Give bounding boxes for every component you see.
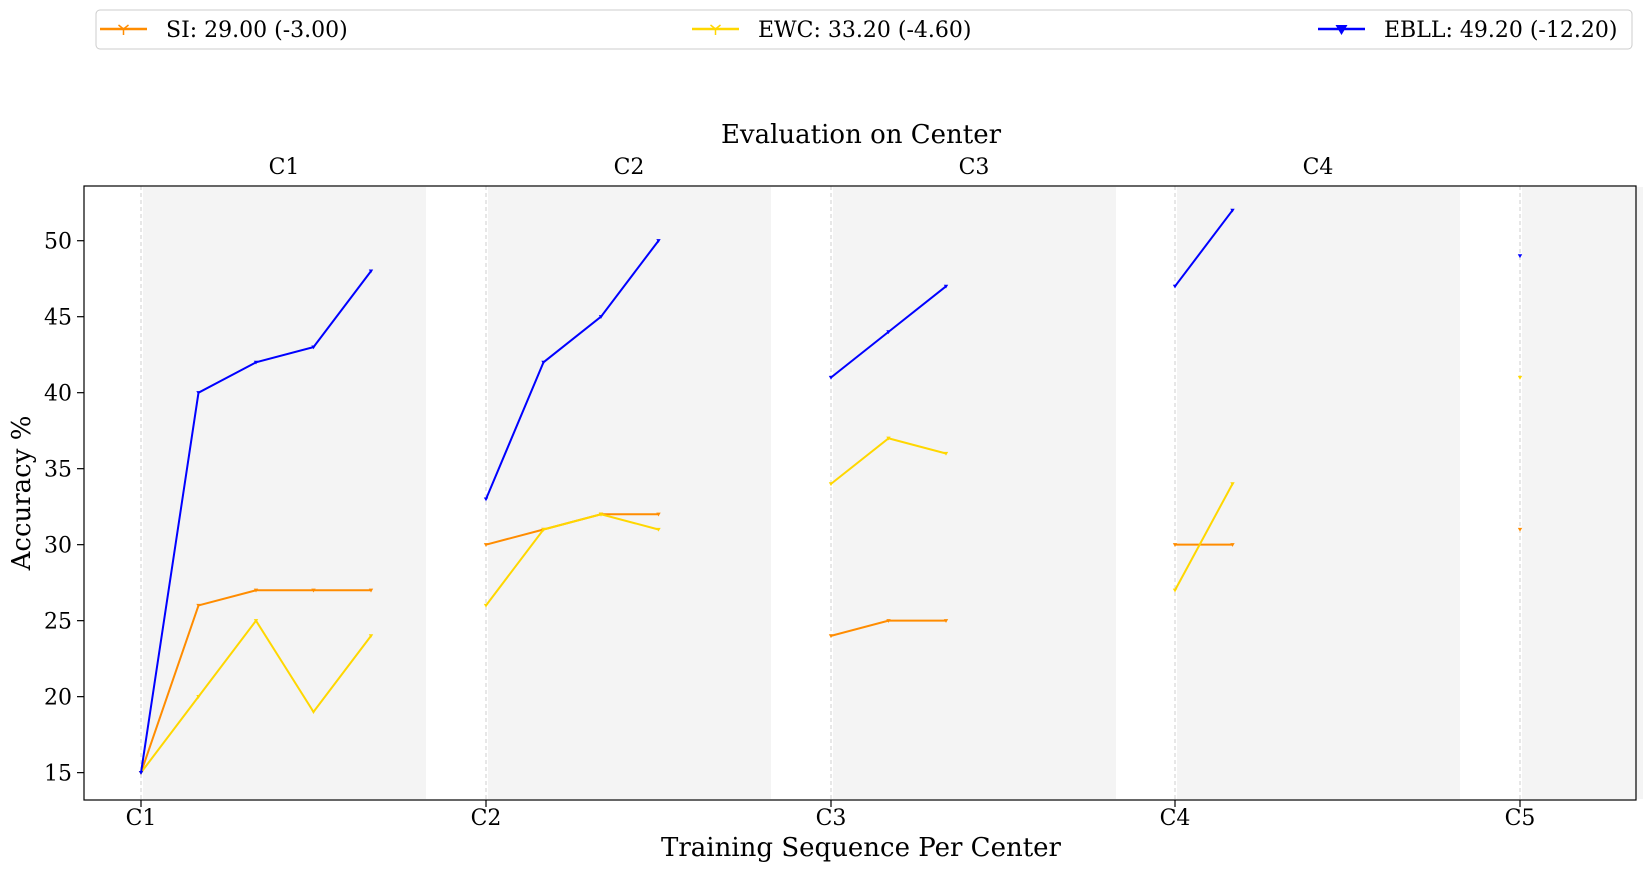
point-EBLL-C4-1 [1172, 284, 1178, 289]
y-axis: 15 20 25 30 35 40 45 50 [44, 230, 84, 787]
xtick-label: C1 [126, 806, 157, 831]
point-EWC-C5-1 [1517, 375, 1523, 380]
point-SI-C3-1 [828, 634, 834, 639]
point-EWC-C3-2 [886, 436, 891, 441]
ytick-label: 35 [44, 458, 72, 483]
point-EWC-C2-1 [483, 603, 489, 608]
xtick-label: C3 [816, 806, 847, 831]
point-EWC-C4-1 [1172, 588, 1178, 593]
xtick-label: C2 [471, 806, 502, 831]
panel-C2 [488, 187, 771, 799]
center-label-C4: C4 [1303, 155, 1334, 180]
point-SI-C1-5 [368, 588, 374, 593]
point-SI-C1-3 [253, 588, 259, 593]
point-SI-C2-4 [656, 512, 661, 517]
point-EBLL-C1-4 [311, 345, 316, 350]
point-EBLL-C1-1 [138, 771, 144, 775]
center-label-C2: C2 [614, 155, 645, 180]
point-SI-C5-1 [1517, 527, 1523, 532]
y-axis-title: Accuracy % [7, 416, 37, 572]
panel-C4 [1177, 187, 1460, 799]
point-SI-C4-2 [1230, 543, 1235, 547]
legend-marker-icon [118, 24, 129, 35]
ytick-label: 40 [44, 382, 72, 407]
point-EBLL-C4-2 [1230, 208, 1235, 213]
point-EBLL-C3-2 [886, 330, 891, 335]
point-EBLL-C3-3 [943, 284, 949, 289]
point-SI-C2-1 [483, 543, 489, 547]
legend: SI: 29.00 (-3.00) EWC: 33.20 (-4.60) EBLL:… [95, 9, 1633, 50]
point-EWC-C4-2 [1230, 482, 1235, 487]
ytick-label: 25 [44, 610, 72, 635]
point-EWC-C1-2 [196, 695, 201, 699]
point-EBLL-C1-3 [253, 360, 259, 365]
ytick-label: 15 [44, 762, 72, 787]
center-panels [143, 187, 1643, 799]
point-EWC-C2-4 [656, 527, 661, 532]
point-SI-C3-3 [943, 619, 949, 623]
point-EWC-C2-2 [541, 527, 546, 532]
ytick-label: 45 [44, 306, 72, 331]
point-EWC-C2-3 [598, 512, 604, 517]
x-axis-title: Training Sequence Per Center [661, 833, 1061, 863]
top-title: Evaluation on Center [721, 120, 1002, 150]
panel-C1 [143, 187, 426, 799]
point-EWC-C1-4 [311, 710, 316, 715]
legend-label: EWC: 33.20 (-4.60) [758, 18, 971, 43]
center-label-C3: C3 [959, 155, 990, 180]
point-EBLL-C2-2 [541, 360, 546, 365]
point-EBLL-C5-1 [1517, 254, 1523, 259]
panel-C3 [833, 187, 1116, 799]
series-line-EBLL-C2 [485, 240, 660, 500]
x-axis: C1 C2 C3 C4 C5 [126, 800, 1536, 831]
ytick-label: 20 [44, 686, 72, 711]
point-EWC-C1-3 [253, 619, 259, 623]
panel-C5 [1522, 187, 1643, 799]
series-EBLL [138, 208, 1523, 775]
center-label-C1: C1 [269, 155, 300, 180]
legend-item-0: SI: 29.00 (-3.00) [100, 18, 348, 43]
series-layer [138, 208, 1523, 775]
point-SI-C4-1 [1172, 543, 1178, 547]
point-SI-C1-2 [196, 603, 201, 608]
point-EBLL-C2-1 [483, 497, 489, 502]
point-EWC-C3-1 [828, 482, 834, 487]
legend-item-2: EBLL: 49.20 (-12.20) [1318, 18, 1617, 43]
point-SI-C3-2 [886, 619, 891, 623]
xtick-label: C5 [1505, 806, 1536, 831]
legend-label: EBLL: 49.20 (-12.20) [1384, 18, 1617, 43]
ytick-label: 50 [44, 230, 72, 255]
series-EWC [138, 375, 1523, 775]
point-EBLL-C2-4 [656, 239, 661, 243]
plot-frame [83, 185, 1637, 801]
legend-label: SI: 29.00 (-3.00) [166, 18, 348, 43]
series-line-EBLL-C4 [1174, 209, 1234, 287]
point-EBLL-C1-2 [196, 391, 201, 395]
point-EBLL-C2-3 [598, 315, 604, 319]
legend-marker-icon [710, 24, 721, 35]
legend-item-1: EWC: 33.20 (-4.60) [692, 18, 971, 43]
point-EWC-C1-5 [368, 634, 374, 639]
point-SI-C1-4 [311, 588, 316, 593]
legend-box [95, 9, 1633, 50]
point-EWC-C3-3 [943, 451, 949, 456]
legend-marker-icon [1335, 25, 1348, 35]
series-line-EWC-C2 [485, 513, 659, 607]
vertical-gridlines [140, 186, 1521, 800]
point-EBLL-C1-5 [368, 269, 374, 274]
ytick-label: 30 [44, 534, 72, 559]
point-EBLL-C3-1 [828, 375, 834, 380]
series-line-EWC-C4 [1174, 483, 1234, 591]
xtick-label: C4 [1160, 806, 1191, 831]
